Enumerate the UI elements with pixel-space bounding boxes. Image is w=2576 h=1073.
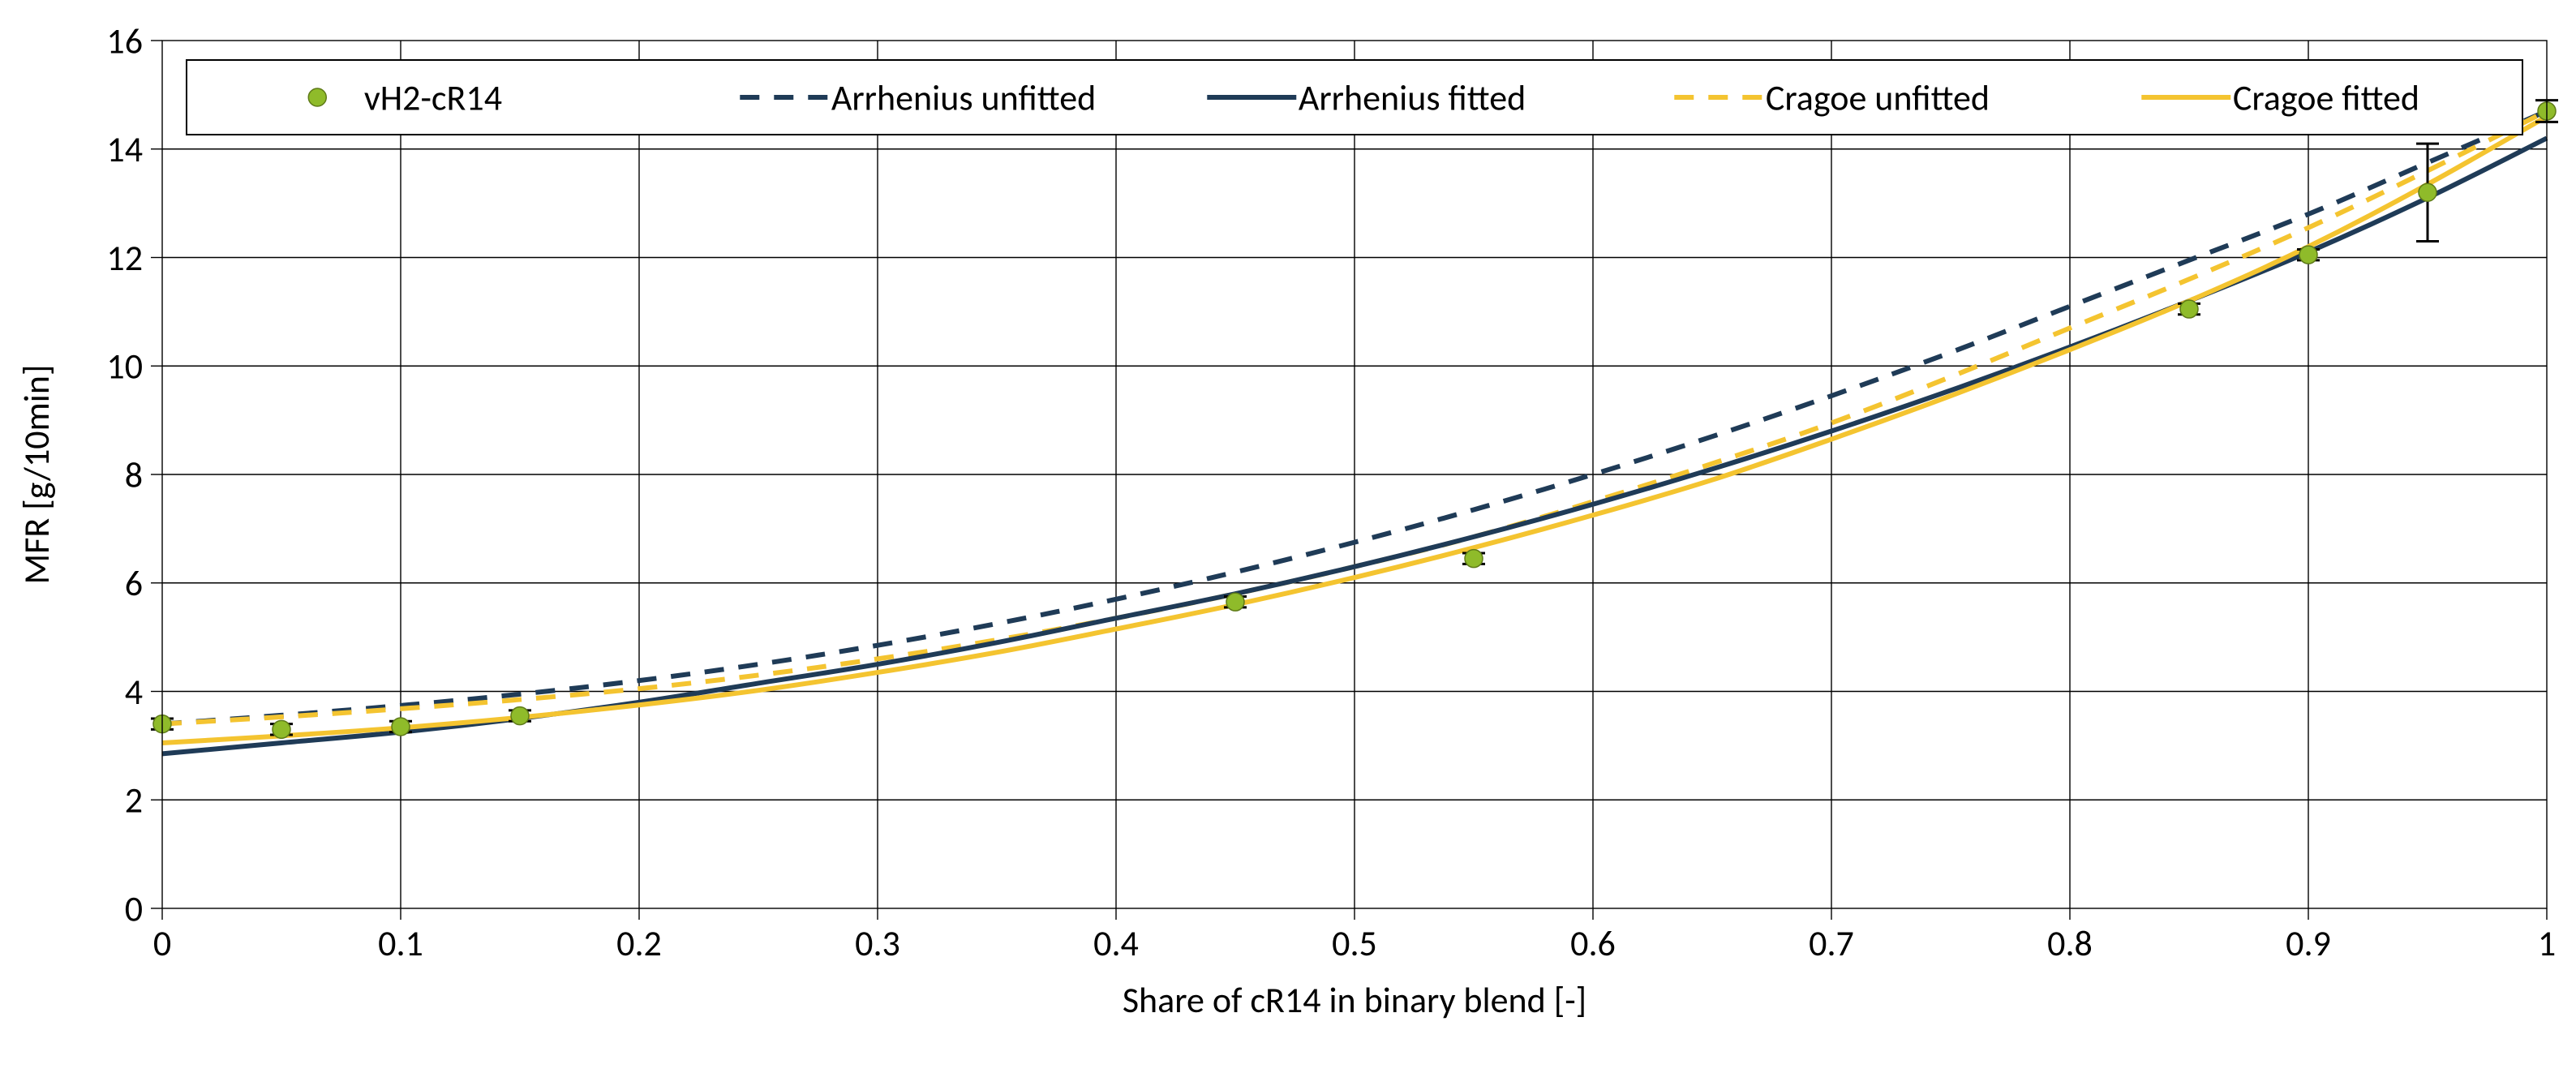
data-point	[1226, 593, 1244, 611]
x-axis-label: Share of cR14 in binary blend [-]	[1123, 978, 1586, 1022]
data-point	[2299, 246, 2317, 264]
legend-label: Arrhenius fitted	[1299, 75, 1526, 119]
y-tick-label: 16	[106, 19, 143, 62]
x-tick-label: 1	[2538, 921, 2556, 965]
legend-label: vH2-cR14	[364, 75, 502, 119]
legend-label: Cragoe unfitted	[1766, 75, 1990, 119]
x-tick-label: 0.2	[616, 921, 662, 965]
x-tick-label: 0.3	[855, 921, 900, 965]
data-point	[511, 707, 529, 725]
y-tick-label: 12	[106, 236, 143, 280]
y-tick-label: 2	[125, 779, 143, 822]
x-tick-label: 0.7	[1809, 921, 1854, 965]
data-point	[2180, 300, 2198, 318]
legend: vH2-cR14 Arrhenius unfitted Arrhenius fitt…	[187, 60, 2522, 135]
data-point	[1465, 550, 1483, 568]
x-tick-label: 0.4	[1093, 921, 1139, 965]
y-axis-label: MFR [g/10min]	[15, 365, 58, 585]
y-tick-label: 10	[106, 345, 143, 388]
x-tick-label: 0.5	[1332, 921, 1377, 965]
x-tick-label: 0.6	[1570, 921, 1616, 965]
y-tick-label: 6	[125, 561, 143, 605]
legend-label: Cragoe fitted	[2233, 75, 2419, 119]
y-tick-label: 4	[125, 670, 143, 714]
y-tick-label: 0	[125, 886, 143, 930]
data-point	[392, 718, 410, 736]
mfr-chart: 0 0.1 0.2 0.3 0.4 0.5 0.6 0.7 0.8 0.9 1 Share of cR…	[0, 0, 2576, 1073]
data-point	[2419, 183, 2436, 201]
data-point	[273, 720, 290, 738]
legend-marker-icon	[308, 88, 326, 106]
x-tick-label: 0	[153, 921, 171, 965]
y-tick-label: 14	[106, 127, 143, 171]
y-tick-label: 8	[125, 453, 143, 496]
x-tick-label: 0.1	[378, 921, 423, 965]
legend-label: Arrhenius unfitted	[831, 75, 1096, 119]
x-tick-label: 0.8	[2047, 921, 2093, 965]
x-tick-label: 0.9	[2286, 921, 2331, 965]
